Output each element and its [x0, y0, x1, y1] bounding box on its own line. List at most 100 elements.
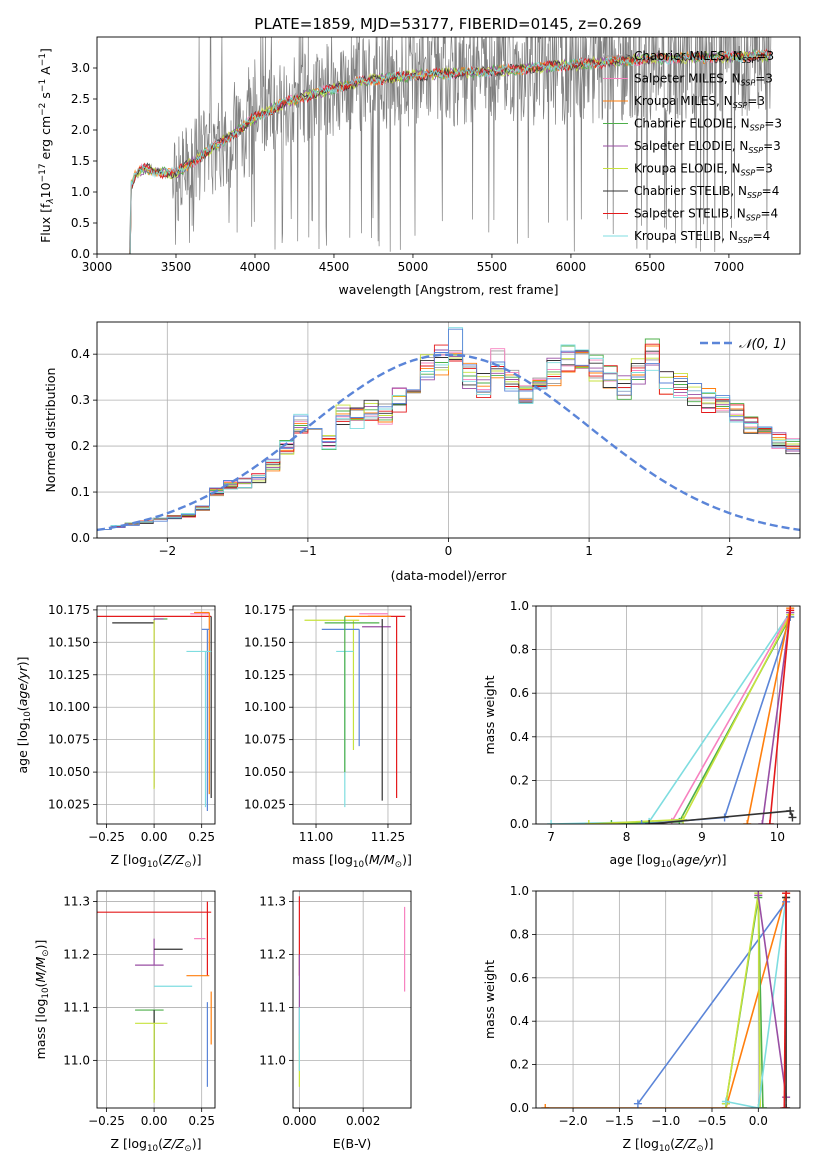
weight-lines	[547, 606, 797, 824]
x-axis-label: wavelength [Angstrom, rest frame]	[338, 282, 558, 297]
x-tick-label: −2.0	[558, 1114, 587, 1128]
figure-title: PLATE=1859, MJD=53177, FIBERID=0145, z=0…	[254, 15, 641, 33]
x-tick-label: 0.0	[749, 1114, 768, 1128]
y-tick-label: 10.125	[244, 668, 286, 682]
y-tick-label: 11.2	[259, 948, 286, 962]
plot-frame	[535, 890, 801, 1109]
weight-series-line	[783, 893, 787, 1108]
y-tick-label: 0.6	[510, 971, 529, 985]
axes-age-vs-Z: −0.25 0.00 0.25 10.025 10.050 10.075 10.100 10.…	[48, 603, 215, 844]
weight-series-line	[725, 897, 764, 1108]
x-tick-label: 11.25	[371, 830, 405, 844]
legend-entry: Salpeter MILES, NSSP=3	[634, 72, 773, 88]
weight-marker	[758, 1104, 767, 1108]
weight-marker	[645, 820, 654, 824]
y-tick-label: 10.075	[48, 733, 90, 747]
y-tick-label: 10.025	[48, 798, 90, 812]
y-tick-label: 0.8	[510, 643, 529, 657]
x-tick-label: −1.5	[605, 1114, 634, 1128]
y-tick-label: 2.0	[71, 123, 90, 137]
legend-entry: Kroupa STELIB, NSSP=4	[634, 229, 770, 245]
x-tick-label: 8	[623, 830, 631, 844]
x-tick-label: 0.002	[346, 1114, 380, 1128]
x-tick-label: 7000	[714, 260, 745, 274]
spectrum-lines	[129, 37, 772, 254]
x-axis-label: mass [log10(M/M⊙)]	[292, 852, 412, 870]
weight-marker	[633, 1099, 642, 1108]
plot-frame	[535, 605, 801, 825]
weight-marker	[782, 891, 791, 898]
histograms	[97, 327, 800, 532]
x-tick-label: −1	[299, 544, 317, 558]
x-tick-label: −1.0	[651, 1114, 680, 1128]
histogram-step-line	[97, 327, 800, 531]
y-tick-label: 11.3	[259, 895, 286, 909]
y-tick-label: 10.050	[244, 765, 286, 779]
plot-frame	[96, 605, 216, 825]
axes-weight-vs-age: 7 8 9 10 0.0 0.2 0.4 0.6 0.8 1.0	[510, 599, 800, 844]
x-tick-label: −0.25	[88, 1114, 125, 1128]
weight-series-line	[761, 612, 791, 824]
weight-series-line	[769, 610, 791, 824]
y-axis-label: mass [log10(M/M⊙)]	[33, 940, 51, 1060]
y-tick-label: 11.1	[63, 1000, 90, 1014]
histogram-step-line	[97, 349, 800, 531]
y-tick-label: 1.0	[71, 185, 90, 199]
legend-entry: Kroupa ELODIE, NSSP=3	[634, 162, 773, 178]
axes-age-vs-mass: 11.00 11.25 10.025 10.050 10.075 10.100 10.125…	[244, 603, 411, 844]
x-axis-label: E(B-V)	[333, 1136, 372, 1151]
x-tick-label: 1	[585, 544, 593, 558]
x-tick-label: 4000	[240, 260, 271, 274]
y-tick-label: 0.5	[71, 216, 90, 230]
weight-marker	[607, 820, 616, 824]
weight-marker	[679, 815, 688, 824]
y-tick-label: 0.3	[71, 393, 90, 407]
x-axis-label: Z [log10(Z/Z⊙)]	[111, 1136, 202, 1154]
x-tick-label: 2	[726, 544, 734, 558]
x-tick-label: 3000	[82, 260, 113, 274]
x-tick-label: 6500	[635, 260, 666, 274]
histogram-step-line	[97, 350, 800, 531]
errorbar-point	[135, 1009, 164, 1090]
plot-frame	[292, 890, 412, 1109]
weight-marker	[765, 820, 774, 824]
legend-entry: Salpeter STELIB, NSSP=4	[634, 207, 778, 223]
errorbar-point	[135, 1022, 168, 1103]
histogram-step-line	[97, 354, 800, 531]
weight-lines	[541, 891, 791, 1108]
weight-marker	[743, 820, 752, 824]
y-tick-label: 1.0	[510, 884, 529, 898]
x-tick-label: −0.5	[697, 1114, 726, 1128]
errorbars	[304, 613, 406, 808]
histogram-step-line	[97, 348, 800, 531]
y-tick-label: 10.050	[48, 765, 90, 779]
y-tick-label: 10.125	[48, 668, 90, 682]
weight-marker	[584, 820, 593, 824]
weight-marker	[756, 1104, 765, 1108]
y-tick-label: 10.025	[244, 798, 286, 812]
weight-series-line	[746, 608, 791, 824]
histogram-step-line	[97, 345, 800, 531]
y-tick-label: 2.5	[71, 92, 90, 106]
weight-marker	[758, 820, 767, 824]
axes-weight-vs-Z: −2.0 −1.5 −1.0 −0.5 0.0 0.0 0.2 0.4 0.6 0.8 1.0	[510, 884, 800, 1128]
weight-marker	[637, 820, 646, 824]
legend-entry: Chabrier MILES, NSSP=3	[634, 49, 774, 65]
y-tick-label: 0.0	[71, 247, 90, 261]
errorbar-point	[194, 611, 210, 795]
x-tick-label: 0.000	[282, 1114, 316, 1128]
legend-entry: Kroupa MILES, NSSP=3	[634, 94, 765, 110]
legend-entry: 𝒩(0, 1)	[739, 337, 786, 352]
x-tick-label: 0.25	[188, 1114, 215, 1128]
histogram-step-line	[97, 350, 800, 531]
weight-series-line	[611, 616, 791, 824]
weight-series-line	[725, 897, 787, 1108]
x-tick-label: 3500	[161, 260, 192, 274]
weight-marker	[541, 1104, 550, 1108]
y-tick-label: 11.2	[63, 948, 90, 962]
legend-entry: Chabrier STELIB, NSSP=4	[634, 184, 779, 200]
y-tick-label: 10.075	[244, 733, 286, 747]
y-tick-label: 10.100	[48, 700, 90, 714]
x-tick-label: 0.25	[188, 830, 215, 844]
